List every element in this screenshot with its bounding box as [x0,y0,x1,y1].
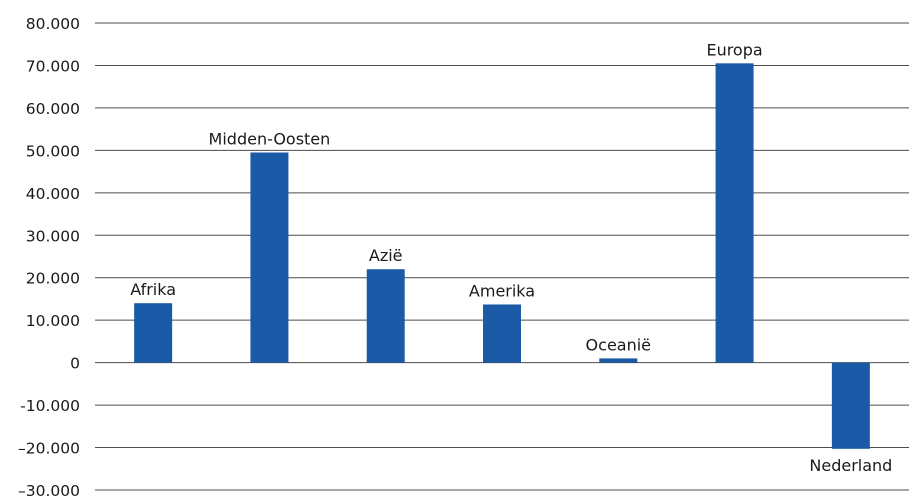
y-tick-label: 10.000 [26,312,80,330]
bar-azi- [366,269,405,363]
bar-midden-oosten [250,152,289,363]
y-tick-label: -10.000 [20,397,80,415]
y-tick-label: 20.000 [26,270,80,288]
bar-nederland [831,362,870,449]
y-tick-label: 70.000 [26,57,80,75]
bar-oceani- [599,358,638,363]
y-tick-label: 30.000 [26,227,80,245]
bars [134,63,870,449]
bar-amerika [483,304,521,363]
category-label: Midden-Oosten [209,129,331,148]
category-label: Azië [369,246,403,265]
y-tick-label: 50.000 [26,142,80,160]
category-label: Afrika [130,280,176,299]
y-tick-label: –30.000 [18,482,80,496]
bar-afrika [134,303,173,363]
y-tick-label: –20.000 [18,440,80,458]
y-tick-label: 80.000 [26,15,80,33]
bar-europa [715,63,754,363]
grid-lines [95,22,909,491]
category-label: Amerika [469,281,535,300]
category-labels: Afrika Midden-Oosten Azië Amerika Oceanië Eur… [130,40,892,474]
y-tick-label: 40.000 [26,185,80,203]
category-label: Oceanië [586,335,651,354]
category-label: Nederland [809,456,892,475]
y-tick-label: 0 [70,355,80,373]
y-tick-label: 60.000 [26,100,80,118]
y-axis-tick-labels: 80.000 70.000 60.000 50.000 40.000 30.000 20.0… [18,15,80,496]
category-label: Europa [706,40,762,59]
